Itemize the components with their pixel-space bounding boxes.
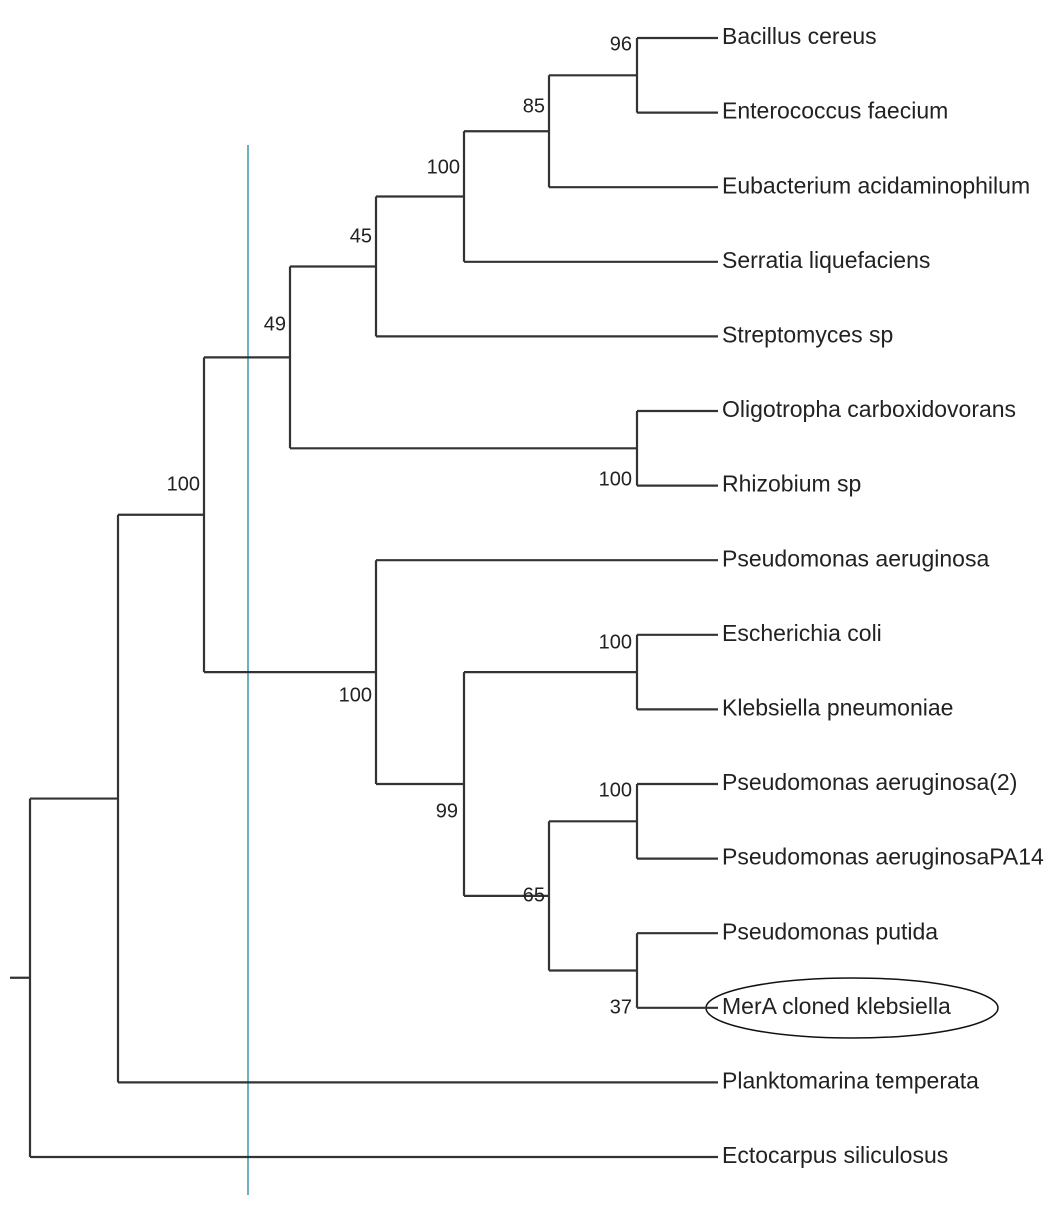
leaf-label: Eubacterium acidaminophilum: [722, 172, 1030, 198]
bootstrap-value: 100: [599, 631, 632, 653]
bootstrap-value: 100: [599, 468, 632, 490]
leaf-label: Oligotropha carboxidovorans: [722, 396, 1016, 422]
leaf-label: Klebsiella pneumoniae: [722, 694, 953, 720]
bootstrap-value: 85: [523, 95, 545, 117]
leaf-label: Pseudomonas putida: [722, 918, 938, 944]
leaf-label: Serratia liquefaciens: [722, 247, 930, 273]
leaf-label: Pseudomonas aeruginosa(2): [722, 769, 1017, 795]
bootstrap-value: 100: [599, 779, 632, 801]
leaf-label: Bacillus cereus: [722, 23, 877, 49]
bootstrap-value: 37: [610, 996, 632, 1018]
leaf-label: Rhizobium sp: [722, 471, 861, 497]
bootstrap-value: 100: [167, 473, 200, 495]
leaf-label: Escherichia coli: [722, 620, 882, 646]
bootstrap-value: 99: [436, 800, 458, 822]
leaf-label: Pseudomonas aeruginosa: [722, 545, 989, 571]
leaf-label: Ectocarpus siliculosus: [722, 1142, 948, 1168]
bootstrap-value: 65: [523, 884, 545, 906]
leaf-label: MerA cloned klebsiella: [722, 993, 951, 1019]
bootstrap-value: 100: [427, 156, 460, 178]
bootstrap-value: 96: [610, 33, 632, 55]
leaf-label: Planktomarina temperata: [722, 1067, 979, 1093]
bootstrap-value: 49: [264, 313, 286, 335]
leaf-label: Streptomyces sp: [722, 321, 893, 347]
bootstrap-value: 45: [350, 225, 372, 247]
bootstrap-value: 100: [339, 684, 372, 706]
leaf-label: Enterococcus faecium: [722, 98, 948, 124]
leaf-label: Pseudomonas aeruginosaPA14: [722, 844, 1044, 870]
